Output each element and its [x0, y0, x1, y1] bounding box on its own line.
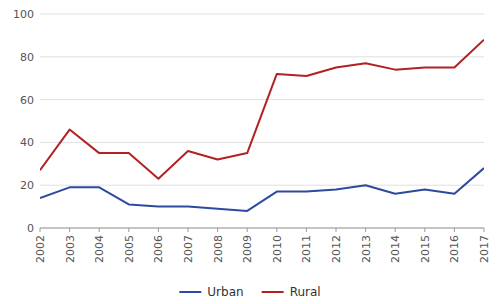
- x-tick: [40, 228, 41, 232]
- x-tick-label: 2014: [389, 235, 402, 263]
- x-tick-label: 2005: [123, 235, 136, 263]
- x-tick-label: 2002: [34, 235, 47, 263]
- grid-line: [40, 14, 484, 15]
- x-tick: [69, 228, 70, 232]
- x-tick-label: 2015: [419, 235, 432, 263]
- y-tick-label: 20: [20, 179, 34, 192]
- line-series: [40, 168, 484, 211]
- x-tick: [247, 228, 248, 232]
- x-tick-label: 2004: [93, 235, 106, 263]
- x-tick-label: 2017: [478, 235, 491, 263]
- x-tick-label: 2003: [64, 235, 77, 263]
- x-tick: [484, 228, 485, 232]
- legend-swatch: [179, 291, 201, 293]
- x-tick-label: 2008: [212, 235, 225, 263]
- y-axis: 0 20 40 60 80 100: [13, 8, 484, 235]
- chart: 0 20 40 60 80 100 2002 2003 2004 2005 2006 2007 2008…: [0, 0, 500, 304]
- x-tick: [454, 228, 455, 232]
- x-tick-label: 2012: [330, 235, 343, 263]
- x-tick-label: 2013: [360, 235, 373, 263]
- x-tick: [99, 228, 100, 232]
- x-tick: [365, 228, 366, 232]
- legend-label: Urban: [207, 285, 243, 299]
- x-tick-label: 2007: [182, 235, 195, 263]
- x-axis: 2002 2003 2004 2005 2006 2007 2008 2009 2010 2011…: [34, 228, 491, 263]
- grid-line: [40, 56, 484, 57]
- y-tick-label: 100: [13, 8, 34, 21]
- x-axis-line: [40, 228, 484, 229]
- x-tick: [188, 228, 189, 232]
- x-tick-label: 2016: [448, 235, 461, 263]
- legend-label: Rural: [290, 285, 321, 299]
- x-tick: [217, 228, 218, 232]
- legend-item: Rural: [262, 285, 321, 299]
- legend-swatch: [262, 291, 284, 293]
- x-tick: [276, 228, 277, 232]
- x-tick: [424, 228, 425, 232]
- x-tick: [336, 228, 337, 232]
- y-tick-label: 40: [20, 136, 34, 149]
- series-group: [40, 40, 484, 211]
- legend: Urban Rural: [179, 285, 320, 299]
- line-series: [40, 40, 484, 179]
- x-tick: [306, 228, 307, 232]
- y-tick-label: 60: [20, 94, 34, 107]
- x-tick-label: 2010: [271, 235, 284, 263]
- x-tick: [158, 228, 159, 232]
- grid-line: [40, 99, 484, 100]
- grid-line: [40, 142, 484, 143]
- legend-item: Urban: [179, 285, 243, 299]
- y-tick-label: 80: [20, 51, 34, 64]
- x-tick: [395, 228, 396, 232]
- x-tick-label: 2009: [241, 235, 254, 263]
- grid-line: [40, 228, 484, 229]
- x-tick: [128, 228, 129, 232]
- x-tick-label: 2011: [300, 235, 313, 263]
- y-tick-label: 0: [27, 222, 34, 235]
- x-tick-label: 2006: [152, 235, 165, 263]
- grid-line: [40, 185, 484, 186]
